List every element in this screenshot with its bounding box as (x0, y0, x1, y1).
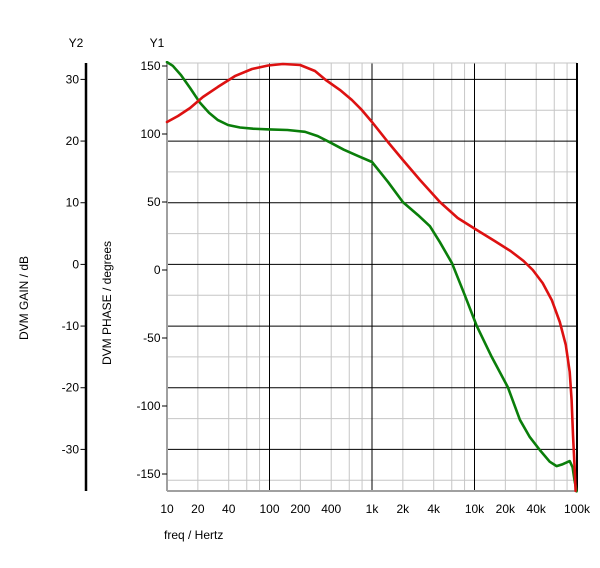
y2-axis-title: Y2 (69, 36, 84, 50)
x-tick-label: 200 (290, 502, 310, 516)
x-tick-label: 40k (527, 502, 547, 516)
y1-tick-label: -100 (136, 399, 160, 413)
x-tick-label: 2k (397, 502, 411, 516)
dvm-phase-curve (165, 62, 577, 493)
y2-tick-label: 20 (66, 134, 80, 148)
y1-axis-title: Y1 (150, 36, 165, 50)
y1-tick-label: 50 (147, 195, 161, 209)
x-tick-label: 10 (160, 502, 174, 516)
y1-tick-label: -50 (143, 331, 161, 345)
x-tick-label: 40 (222, 502, 236, 516)
y2-tick-label: -10 (62, 319, 80, 333)
x-tick-label: 100k (564, 502, 591, 516)
plot-border (166, 62, 578, 492)
phase-axis-label: DVM PHASE / degrees (100, 241, 114, 365)
y2-tick-label: -30 (62, 442, 80, 456)
y2-tick-label: -20 (62, 381, 80, 395)
curves (165, 61, 578, 493)
y2-tick-label: 10 (66, 196, 80, 210)
y1-tick-label: 150 (140, 59, 160, 73)
dvm-gain-curve (165, 61, 578, 493)
x-tick-label: 10k (465, 502, 485, 516)
x-tick-label: 1k (366, 502, 380, 516)
y1-tick-label: 0 (154, 263, 161, 277)
x-tick-label: 100 (259, 502, 279, 516)
y2-tick-label: 30 (66, 72, 80, 86)
gain-axis-label: DVM GAIN / dB (17, 256, 31, 340)
x-tick-label: 4k (427, 502, 441, 516)
x-tick-label: 20k (496, 502, 516, 516)
x-tick-label: 400 (321, 502, 341, 516)
x-axis-label: freq / Hertz (164, 528, 223, 542)
y1-tick-label: -150 (136, 467, 160, 481)
x-tick-label: 20 (191, 502, 205, 516)
minor-gridlines (167, 63, 577, 491)
y1-tick-label: 100 (140, 127, 160, 141)
y2-tick-label: 0 (72, 257, 79, 271)
